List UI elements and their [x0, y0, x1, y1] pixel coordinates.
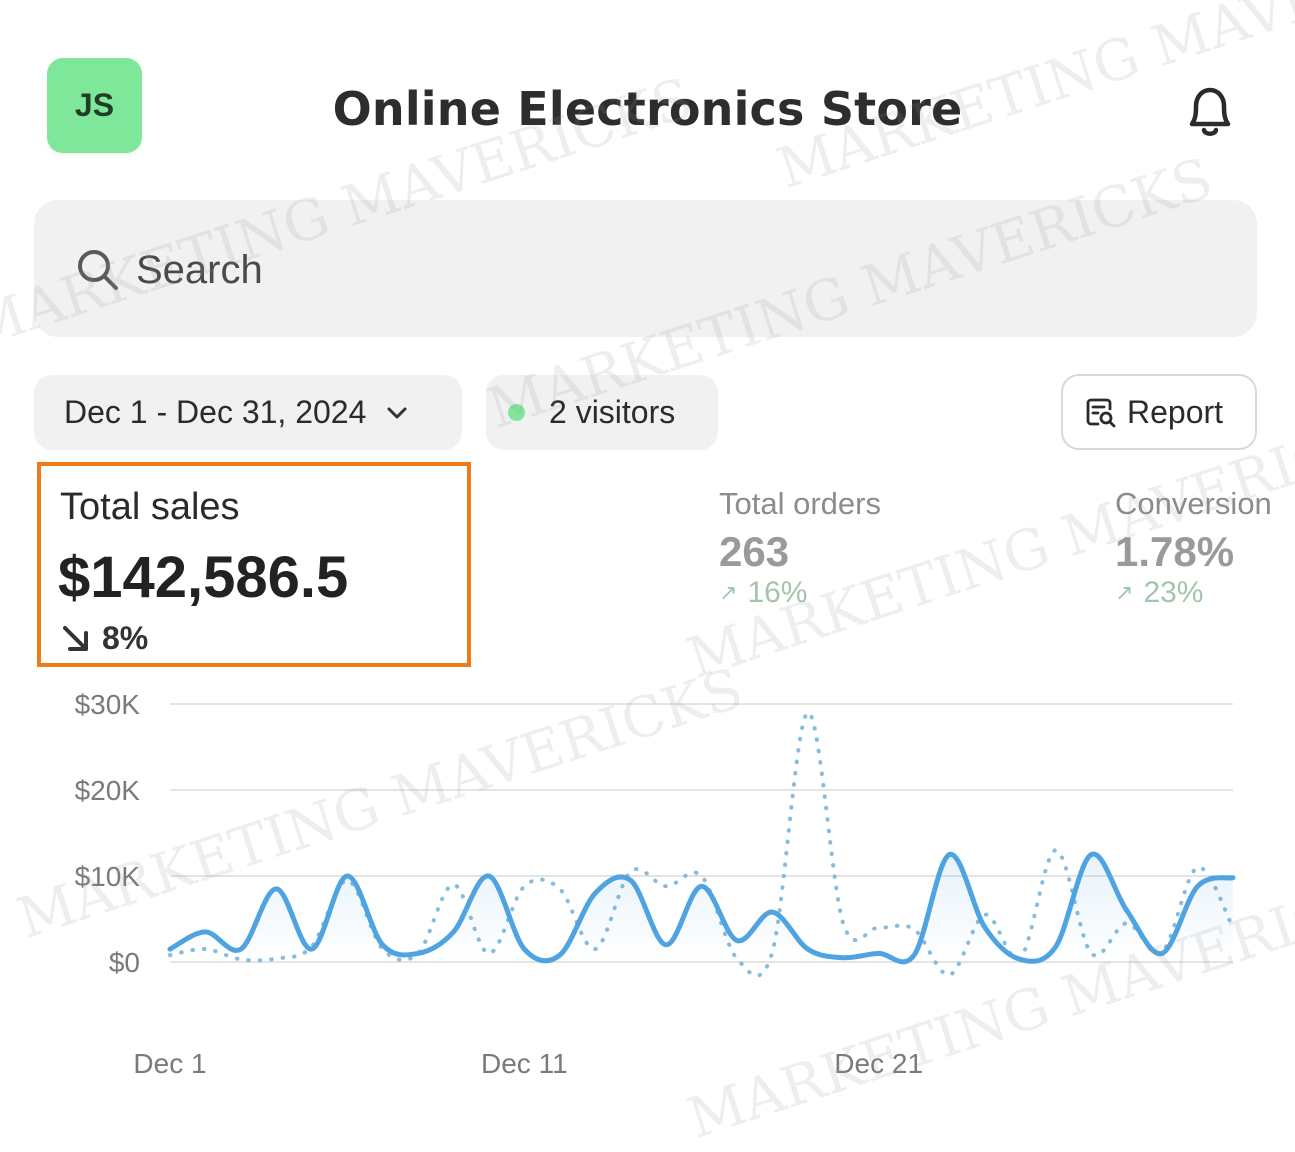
- series-line-current: [167, 851, 1236, 965]
- search-input[interactable]: [136, 238, 1226, 302]
- total-orders-label: Total orders: [719, 486, 881, 521]
- report-button[interactable]: Report: [1061, 374, 1257, 450]
- total-sales-card[interactable]: [37, 462, 471, 667]
- page-title: Online Electronics Store: [332, 82, 963, 136]
- total-sales-change: 8%: [60, 620, 148, 657]
- total-sales-change-value: 8%: [102, 620, 149, 656]
- arrow-up-right-icon: ↗: [719, 580, 738, 605]
- avatar[interactable]: JS: [47, 58, 142, 153]
- total-sales-value: $142,586.5: [58, 545, 349, 610]
- visitors-count: 2 visitors: [549, 394, 676, 430]
- arrow-up-right-icon: ↗: [1115, 580, 1134, 605]
- chevron-down-icon: [387, 407, 407, 418]
- conversion-label: Conversion: [1115, 486, 1272, 521]
- bell-icon[interactable]: [1178, 80, 1242, 144]
- date-range-label: Dec 1 - Dec 31, 2024: [64, 394, 367, 430]
- x-tick-label: Dec 11: [481, 1048, 568, 1079]
- y-tick-label: $20K: [75, 775, 141, 806]
- total-sales-label: Total sales: [60, 486, 240, 528]
- conversion-change-value: 23%: [1143, 576, 1204, 609]
- y-tick-label: $0: [109, 947, 140, 978]
- report-icon: [1086, 398, 1116, 428]
- conversion-value: 1.78%: [1115, 528, 1235, 575]
- conversion-change: ↗ 23%: [1115, 576, 1203, 610]
- total-orders-change: ↗ 16%: [719, 576, 807, 610]
- live-status-dot: [508, 404, 525, 421]
- series-area-current: [170, 853, 1233, 962]
- sales-chart[interactable]: $30K $20K $10K $0 Dec 1 Dec 11 Dec 21: [0, 680, 1295, 1100]
- x-tick-label: Dec 1: [133, 1048, 206, 1079]
- date-range-selector[interactable]: Dec 1 - Dec 31, 2024: [34, 375, 462, 450]
- total-orders-value: 263: [719, 528, 790, 575]
- arrow-down-right-icon: [63, 625, 88, 651]
- y-tick-label: $30K: [75, 689, 141, 720]
- total-orders-change-value: 16%: [747, 576, 808, 609]
- report-label: Report: [1127, 393, 1224, 430]
- visitors-badge[interactable]: 2 visitors: [486, 375, 718, 450]
- x-tick-label: Dec 21: [834, 1048, 923, 1079]
- series-line-previous: [168, 710, 1235, 978]
- y-tick-label: $10K: [75, 861, 141, 892]
- search-icon: [76, 248, 120, 292]
